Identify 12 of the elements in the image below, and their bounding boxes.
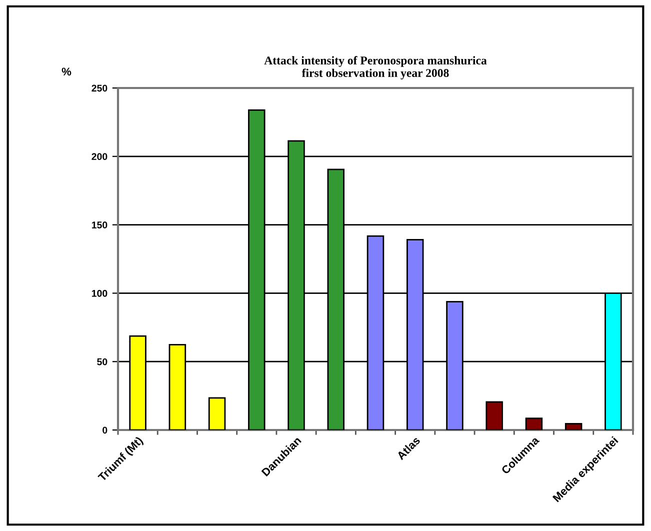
bar — [486, 401, 503, 430]
y-axis-title: % — [62, 68, 72, 76]
y-tick-label: 50 — [97, 358, 108, 366]
bar — [208, 397, 226, 430]
y-tick-label: 150 — [92, 222, 108, 228]
chart-title: Attack intensity of Peronospora manshurica first observation in year 2008 — [264, 56, 487, 80]
y-tick-label: 200 — [92, 153, 108, 160]
y-tick-label: 0 — [102, 426, 108, 434]
bar — [564, 423, 582, 430]
y-tick-label: 250 — [92, 84, 108, 92]
bar — [525, 418, 543, 430]
y-tick-label: 100 — [92, 290, 108, 297]
